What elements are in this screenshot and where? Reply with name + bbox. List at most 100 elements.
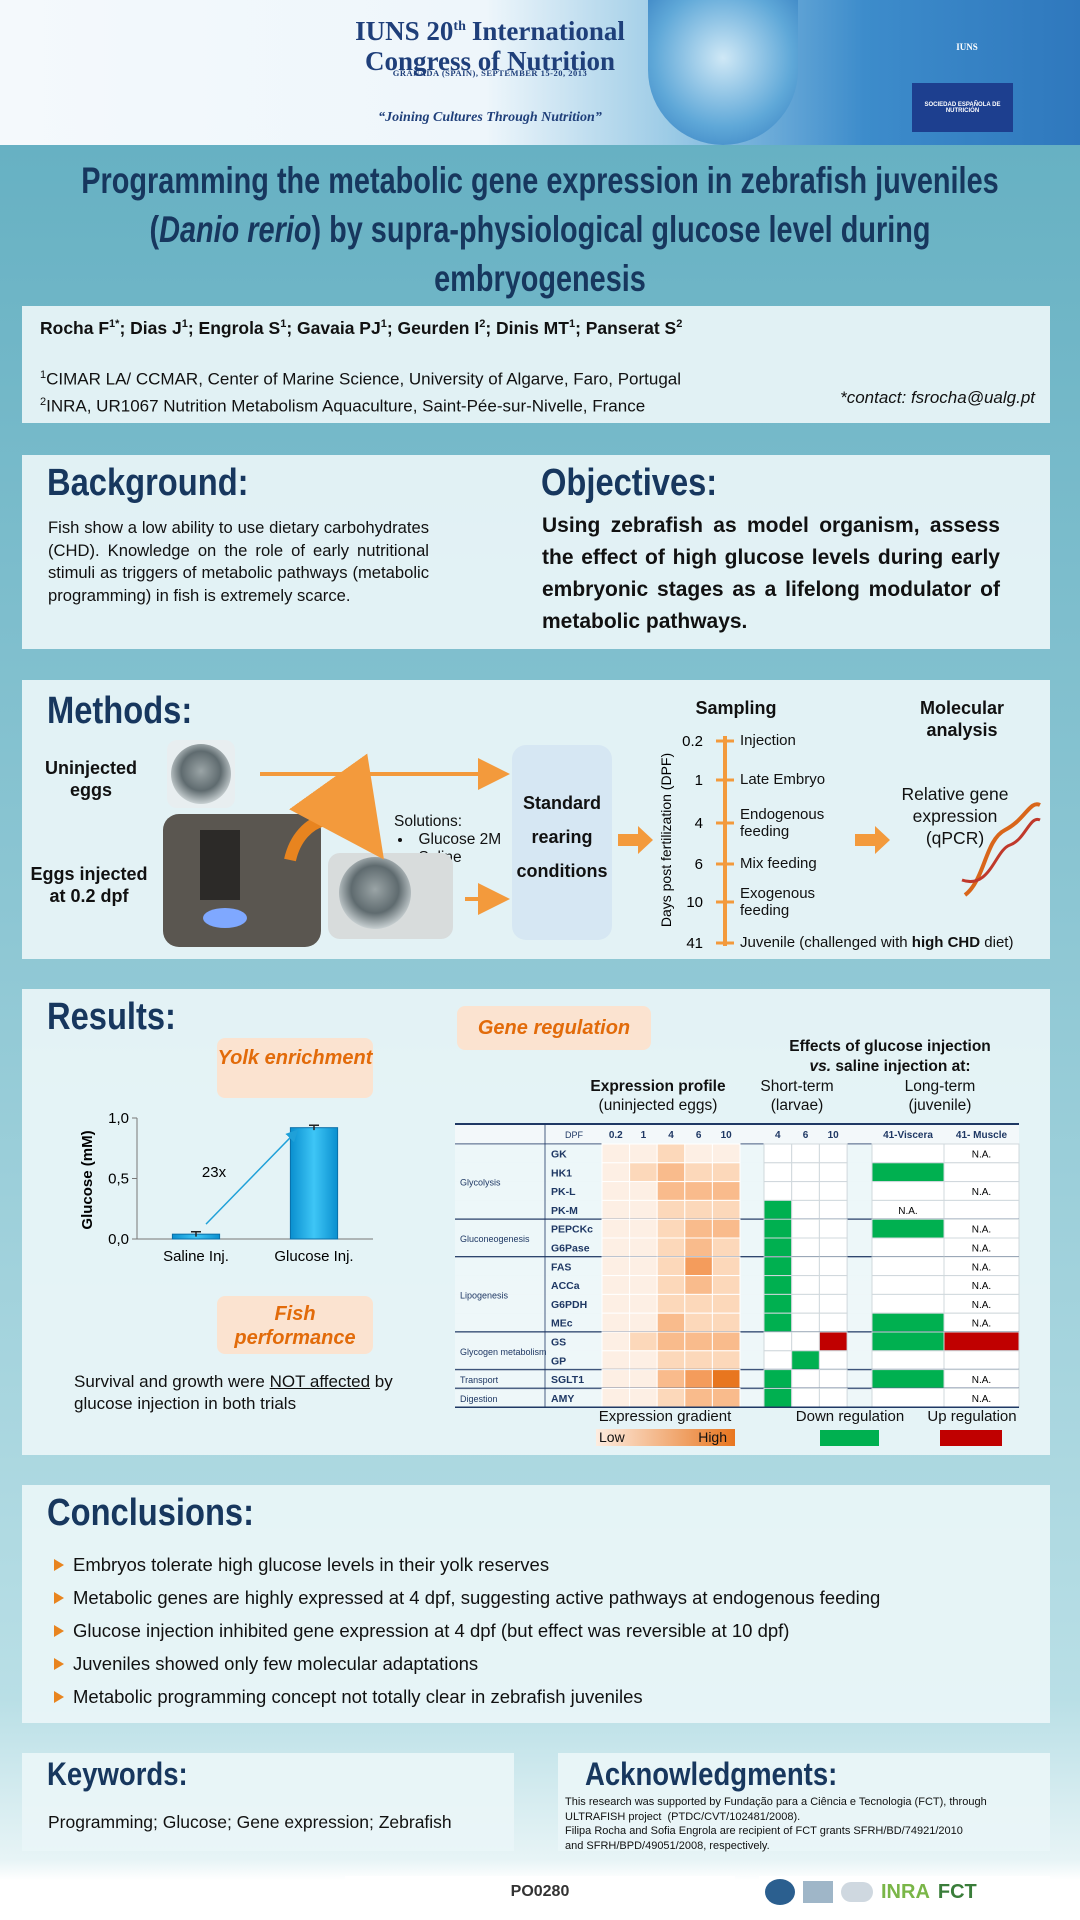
conclusion-item: Metabolic genes are highly expressed at …	[54, 1581, 880, 1614]
affiliation-text: CIMAR LA/ CCMAR, Center of Marine Scienc…	[46, 369, 682, 389]
uninjected-label: Uninjected eggs	[44, 758, 137, 800]
profile-sub: (uninjected eggs)	[598, 1097, 718, 1114]
effects-line: vs. saline injection at:	[740, 1057, 1040, 1077]
author-affiliation: 1	[280, 318, 287, 331]
congress-name-post: International	[471, 16, 625, 46]
affiliations: 1CIMAR LA/ CCMAR, Center of Marine Scien…	[40, 364, 681, 417]
solutions-list: Glucose 2M Saline	[394, 831, 502, 867]
authors: Rocha F1*; Dias J1; Engrola S1; Gavaia P…	[40, 318, 682, 339]
profile-header: Expression profile (uninjected eggs)	[568, 1077, 748, 1115]
objectives-text: Using zebrafish as model organism, asses…	[542, 514, 1000, 633]
sampling-heading: Sampling	[695, 698, 777, 718]
conclusion-text: Glucose injection inhibited gene express…	[73, 1620, 790, 1641]
logo-ccmar	[765, 1879, 795, 1905]
section-heading: Methods:	[47, 690, 193, 732]
section-heading: Background:	[47, 462, 249, 504]
affiliation-number: 2	[40, 395, 47, 408]
timeline-event-text: Mix feeding	[740, 855, 817, 872]
conclusion-text: Juveniles showed only few molecular adap…	[73, 1653, 479, 1674]
logos: INRA FCT	[759, 1876, 1050, 1908]
injected-label: Eggs injected at 0.2 dpf	[30, 864, 148, 906]
short-header: Short-term (larvae)	[737, 1077, 857, 1115]
bullet-arrow	[54, 1624, 64, 1637]
author-affiliation: 1	[380, 318, 387, 331]
author-name: ; Dinis MT	[485, 318, 569, 338]
timeline-event-text: Late Embryo	[740, 771, 826, 788]
conclusion-text: Metabolic programming concept not totall…	[73, 1686, 643, 1707]
timeline-event: Late Embryo	[740, 771, 850, 788]
short-sub: (larvae)	[770, 1097, 824, 1114]
author-name: ; Engrola S	[187, 318, 281, 338]
timeline-event-text: Exogenous feeding	[740, 885, 816, 919]
solutions: Solutions: Glucose 2M Saline	[394, 813, 501, 867]
conclusion-item: Juveniles showed only few molecular adap…	[54, 1647, 880, 1680]
timeline-event: Juvenile (challenged with high CHD diet)	[740, 934, 1013, 951]
effects-rest: saline injection at:	[831, 1058, 971, 1075]
survival-text-part: Survival and growth were	[74, 1372, 270, 1391]
timeline-event: Injection	[740, 732, 850, 749]
conclusion-item: Embryos tolerate high glucose levels in …	[54, 1548, 880, 1581]
qpcr-label: Relative gene expression (qPCR)	[901, 784, 1009, 848]
molecular-heading: Molecular analysis	[919, 698, 1005, 740]
timeline-event: Endogenous feeding	[740, 806, 850, 840]
rearing-box	[512, 745, 612, 940]
header-banner	[0, 0, 1080, 145]
poster-title: Programming the metabolic gene expressio…	[49, 156, 1032, 303]
legend-low: Low	[599, 1429, 625, 1445]
affiliation-number: 1	[40, 369, 47, 381]
poster-id: PO0280	[345, 1876, 735, 1908]
congress-place: GRANADA (SPAIN), SEPTEMBER 15-20, 2013	[392, 68, 588, 78]
survival-text-part: by glucose injection in both trials	[74, 1372, 393, 1413]
gene-regulation-box: Gene regulation	[457, 1006, 651, 1050]
congress-name: IUNS 20th International Congress of Nutri…	[340, 12, 640, 76]
acknowledgment-line: This research was supported by Fundação …	[565, 1796, 987, 1808]
congress-motto: “Joining Cultures Through Nutrition”	[378, 110, 602, 125]
sponsor-logo: SOCIEDAD ESPAÑOLA DE NUTRICIÓN	[912, 83, 1013, 132]
globe	[648, 0, 798, 145]
timeline-event: Mix feeding	[740, 855, 850, 872]
legend-gradient-title: Expression gradient	[598, 1408, 732, 1425]
acknowledgment-line: ULTRAFISH project (PTDC/CVT/102481/2008)…	[565, 1810, 801, 1823]
effects-line: Effects of glucose injection	[789, 1038, 991, 1055]
conclusion-item: Metabolic programming concept not totall…	[54, 1680, 880, 1713]
rearing-label: Standard rearing conditions	[516, 793, 608, 881]
author-name: ; Dias J	[119, 318, 182, 338]
conclusions-list: Embryos tolerate high glucose levels in …	[54, 1548, 880, 1713]
title-text: ) by supra-physiological glucose level d…	[311, 209, 931, 299]
author-affiliation: 1	[568, 318, 576, 331]
survival-emphasis: NOT affected	[269, 1372, 371, 1391]
affiliation: 2INRA, UR1067 Nutrition Metabolism Aquac…	[40, 391, 681, 418]
background-text: Fish show a low ability to use dietary c…	[48, 518, 429, 605]
performance-box: Fish performance	[217, 1296, 373, 1354]
congress-name-line2: Congress of Nutrition	[364, 46, 615, 76]
affiliation-text: INRA, UR1067 Nutrition Metabolism Aquacu…	[46, 396, 646, 416]
solution: Saline	[398, 849, 501, 867]
bullet-arrow	[54, 1591, 64, 1604]
author-name: ; Panserat S	[575, 318, 677, 338]
conclusion-text: Metabolic genes are highly expressed at …	[73, 1587, 881, 1608]
timeline-event-text: Juvenile (challenged with	[740, 934, 912, 951]
author-affiliation: 2	[676, 318, 683, 331]
acknowledgment-line: and SFRH/BPD/49051/2008, respectively.	[565, 1839, 770, 1852]
bullet-arrow	[54, 1558, 64, 1571]
section-heading: Results:	[47, 996, 176, 1038]
legend-up-label: Up regulation	[927, 1408, 1017, 1425]
author-affiliation: 2	[479, 318, 486, 331]
legend-up-swatch	[940, 1430, 1002, 1446]
author-affiliation: 1*	[109, 318, 120, 331]
sponsor-name: SOCIEDAD ESPAÑOLA DE NUTRICIÓN	[924, 101, 1001, 114]
author-name: ; Geurden I	[386, 318, 480, 338]
intro-panel	[22, 455, 1050, 649]
section-heading: Keywords:	[47, 1756, 188, 1792]
logo-fct: FCT	[937, 1880, 977, 1903]
legend-down-swatch	[820, 1430, 879, 1446]
congress-name-pre: IUNS 20	[355, 16, 454, 46]
section-heading: Acknowledgments:	[585, 1756, 838, 1792]
author-affiliation: 1	[181, 318, 188, 331]
survival-text: Survival and growth were NOT affected by…	[74, 1371, 394, 1415]
long-header: Long-term (juvenile)	[880, 1077, 1000, 1115]
solutions-label: Solutions:	[394, 813, 463, 830]
conclusions-panel	[22, 1485, 1050, 1723]
contact: *contact: fsrocha@ualg.pt	[840, 388, 1035, 407]
